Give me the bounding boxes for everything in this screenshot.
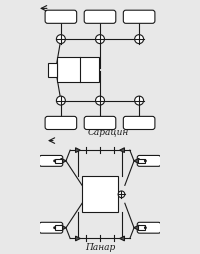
Polygon shape <box>134 158 139 164</box>
Circle shape <box>96 35 104 44</box>
Bar <box>55 226 62 230</box>
Circle shape <box>53 226 56 229</box>
Bar <box>48 63 57 77</box>
Polygon shape <box>76 148 80 152</box>
Text: Панар: Панар <box>85 243 115 252</box>
Circle shape <box>144 226 147 229</box>
Circle shape <box>135 35 144 44</box>
Bar <box>138 226 145 230</box>
Circle shape <box>53 160 56 162</box>
Polygon shape <box>120 236 124 241</box>
FancyBboxPatch shape <box>45 116 77 130</box>
FancyBboxPatch shape <box>84 116 116 130</box>
Polygon shape <box>76 236 80 241</box>
Circle shape <box>118 191 125 198</box>
FancyBboxPatch shape <box>45 10 77 23</box>
FancyBboxPatch shape <box>137 155 161 166</box>
FancyBboxPatch shape <box>137 222 161 233</box>
Circle shape <box>135 96 144 105</box>
FancyBboxPatch shape <box>84 10 116 23</box>
Polygon shape <box>120 148 124 152</box>
Circle shape <box>56 96 65 105</box>
Circle shape <box>96 96 104 105</box>
Bar <box>55 158 62 163</box>
Circle shape <box>56 35 65 44</box>
FancyBboxPatch shape <box>123 116 155 130</box>
FancyBboxPatch shape <box>39 155 63 166</box>
Polygon shape <box>61 158 66 164</box>
Bar <box>57 57 99 82</box>
Bar <box>138 158 145 163</box>
Polygon shape <box>61 225 66 230</box>
Text: Сарацин: Сарацин <box>88 128 129 137</box>
Circle shape <box>144 160 147 162</box>
Bar <box>82 177 118 212</box>
FancyBboxPatch shape <box>39 222 63 233</box>
FancyBboxPatch shape <box>123 10 155 23</box>
Polygon shape <box>134 225 139 230</box>
